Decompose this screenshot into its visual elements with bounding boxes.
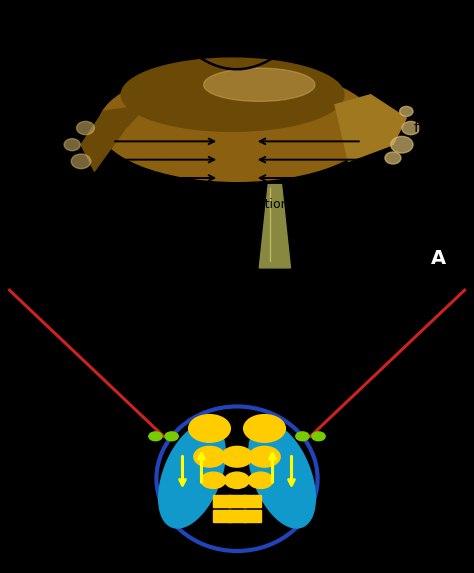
Circle shape	[400, 107, 413, 116]
Polygon shape	[259, 185, 291, 268]
Ellipse shape	[121, 58, 344, 131]
Polygon shape	[335, 95, 406, 162]
Polygon shape	[159, 423, 225, 528]
Ellipse shape	[156, 406, 318, 551]
Circle shape	[194, 446, 225, 467]
Circle shape	[402, 121, 419, 135]
Bar	[228, 511, 246, 523]
Bar	[243, 511, 261, 523]
Circle shape	[249, 446, 280, 467]
Circle shape	[385, 152, 401, 164]
Bar	[213, 494, 231, 507]
Text: front: front	[413, 121, 447, 135]
Circle shape	[244, 415, 285, 442]
Circle shape	[391, 136, 413, 153]
Circle shape	[71, 154, 91, 168]
Ellipse shape	[204, 68, 315, 101]
Circle shape	[312, 432, 325, 441]
Polygon shape	[81, 105, 148, 171]
Text: rear: rear	[27, 131, 56, 145]
Text: DLM contraction: DLM contraction	[186, 198, 288, 211]
Circle shape	[64, 139, 80, 151]
Circle shape	[296, 432, 309, 441]
Ellipse shape	[99, 68, 375, 181]
Circle shape	[165, 432, 178, 441]
Circle shape	[221, 446, 253, 467]
Bar	[213, 511, 231, 523]
Circle shape	[201, 472, 226, 488]
Circle shape	[77, 121, 94, 135]
Text: A: A	[431, 249, 447, 268]
Circle shape	[149, 432, 162, 441]
Circle shape	[248, 472, 273, 488]
Polygon shape	[249, 423, 315, 528]
Bar	[243, 494, 261, 507]
Text: bows upward: bows upward	[193, 20, 281, 33]
Bar	[228, 494, 246, 507]
Circle shape	[189, 415, 230, 442]
Circle shape	[225, 472, 249, 488]
